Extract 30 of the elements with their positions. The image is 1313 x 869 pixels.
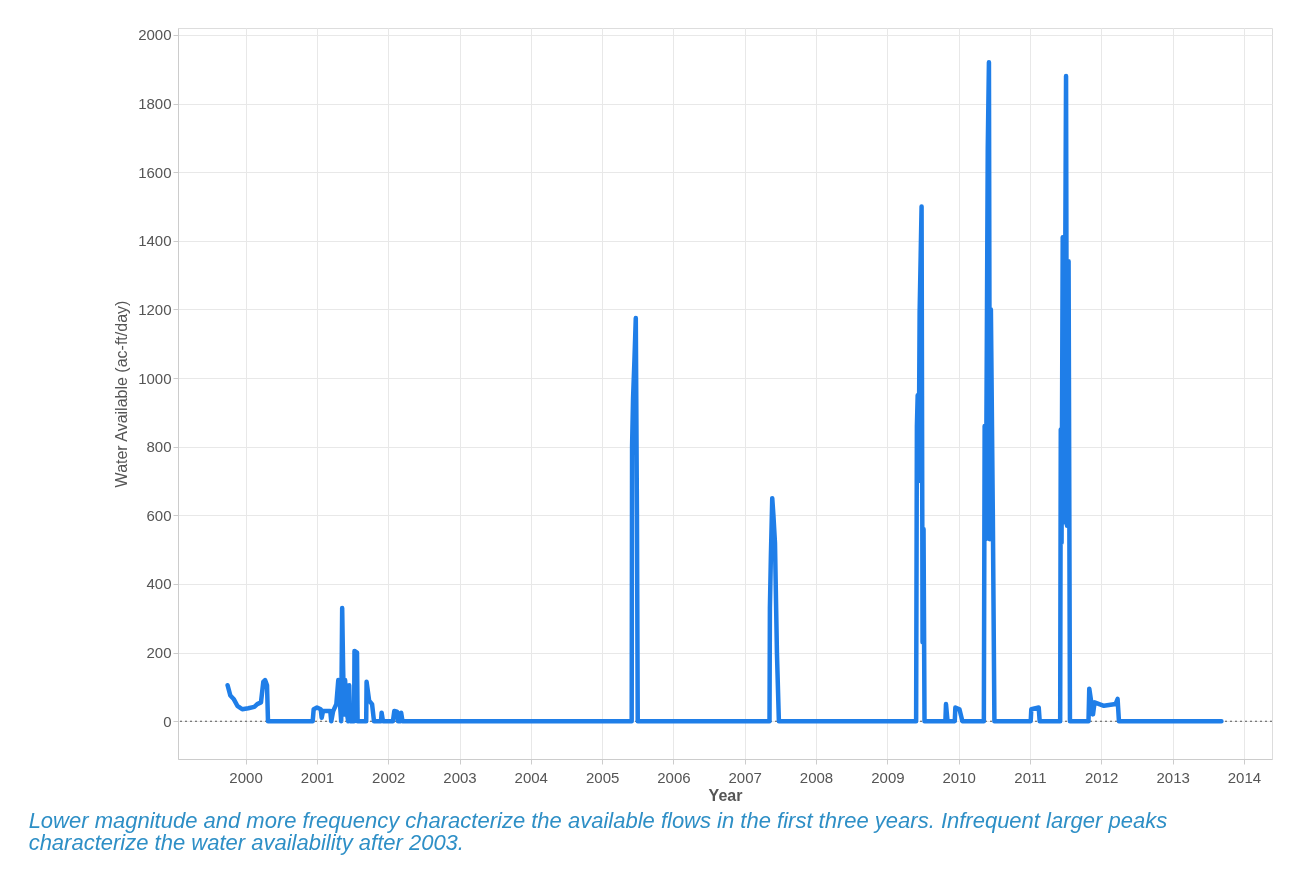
x-tick-label: 2006 — [657, 768, 691, 786]
x-tick-label: 2014 — [1227, 768, 1262, 786]
x-tick-label: 2008 — [799, 768, 834, 786]
y-tick-label: 1400 — [138, 232, 172, 250]
x-tick-label: 2003 — [443, 768, 477, 786]
x-tick-label: 2001 — [300, 768, 335, 786]
y-tick-label: 0 — [163, 712, 172, 730]
x-tick-label: 2005 — [586, 768, 620, 786]
y-tick-label: 600 — [146, 506, 172, 524]
y-tick-label: 200 — [146, 644, 172, 662]
y-axis-title: Water Available (ac-ft/day) — [113, 300, 131, 488]
x-tick-label: 2009 — [871, 768, 905, 786]
y-tick-label: 1600 — [138, 163, 172, 181]
y-tick-label: 800 — [146, 438, 172, 456]
x-tick-label: 2011 — [1014, 768, 1047, 786]
x-tick-label: 2010 — [942, 768, 976, 786]
y-tick-label: 1000 — [138, 369, 172, 387]
x-tick-label: 2004 — [514, 768, 548, 786]
y-tick-label: 1200 — [138, 300, 172, 318]
y-tick-label: 400 — [146, 575, 172, 593]
x-tick-label: 2002 — [372, 768, 406, 786]
y-tick-label: 1800 — [138, 95, 172, 112]
x-tick-label: 2000 — [229, 768, 263, 786]
line-series — [225, 60, 1224, 724]
y-tick-label: 2000 — [138, 26, 172, 44]
x-tick-label: 2007 — [728, 768, 762, 786]
x-axis-title: Year — [708, 786, 743, 804]
x-tick-label: 2012 — [1085, 768, 1119, 786]
x-tick-label: 2013 — [1156, 768, 1190, 786]
text: Lower magnitude and more frequency characterize the available flows in the first three years. Infrequent larger peaks characterize the water availability after 2003. — [28, 808, 1168, 855]
